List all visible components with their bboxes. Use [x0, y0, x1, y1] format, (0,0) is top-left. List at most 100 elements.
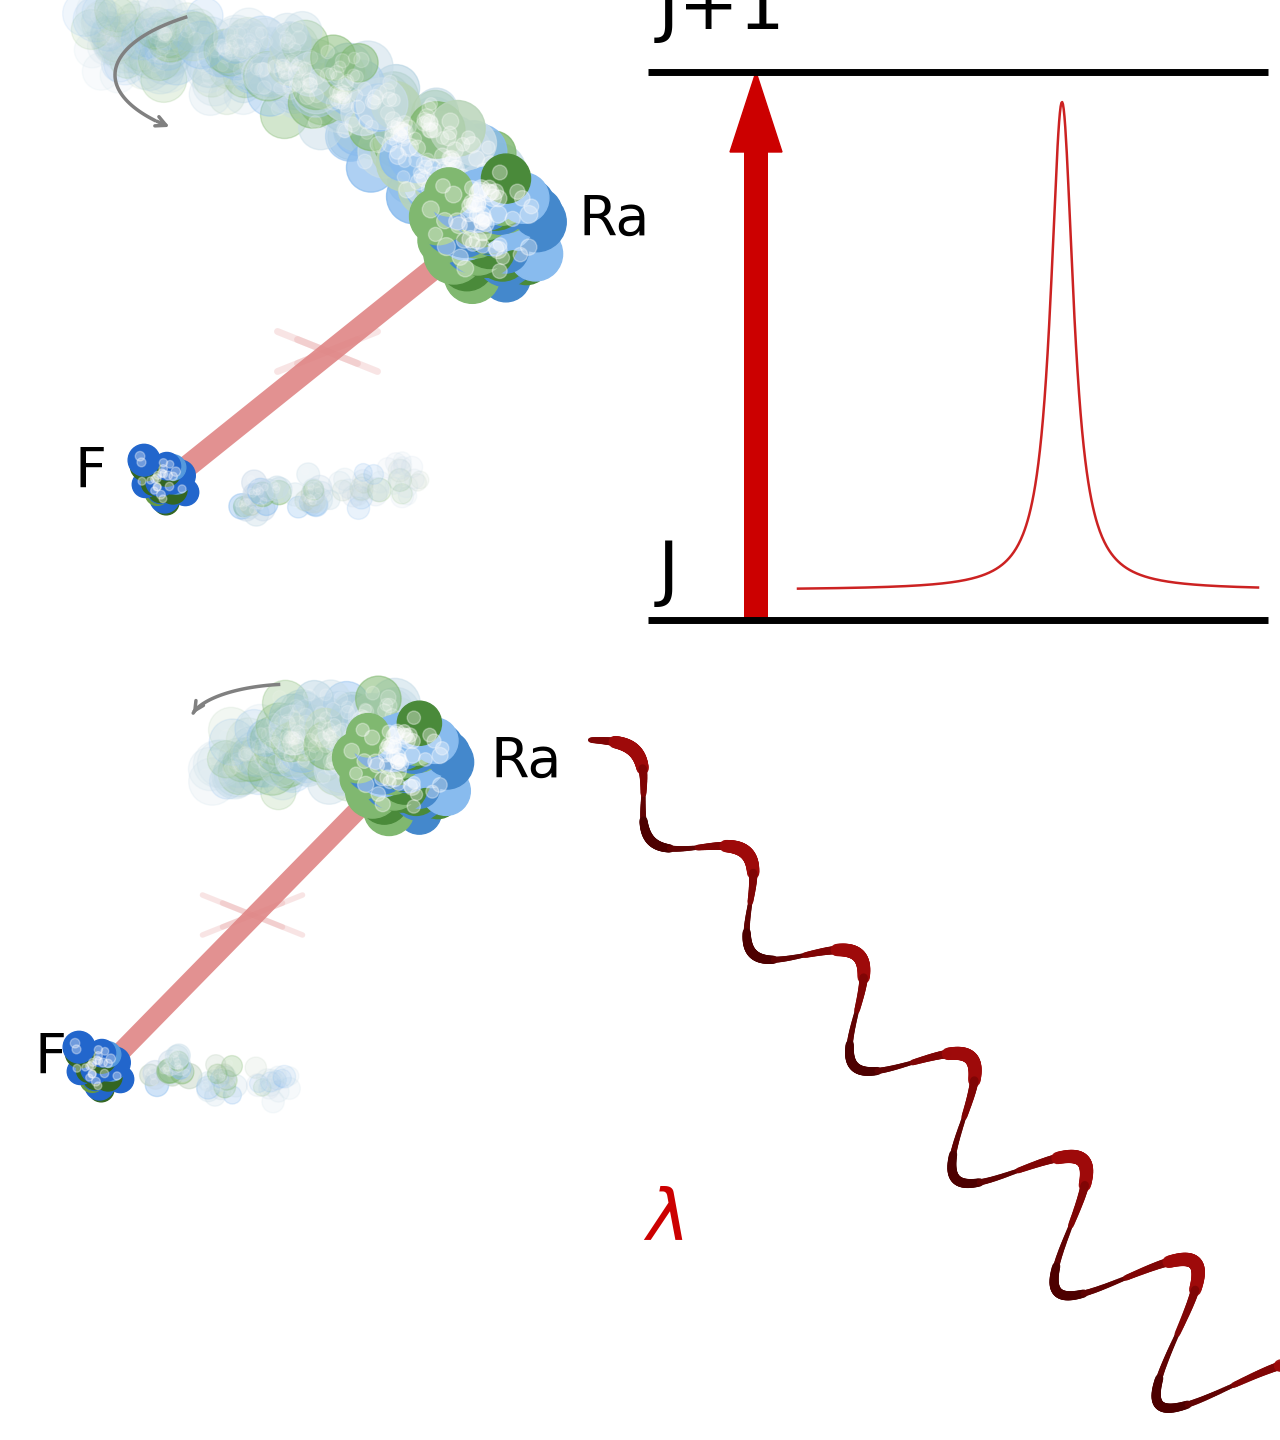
Circle shape	[122, 19, 163, 60]
Circle shape	[383, 746, 431, 793]
Circle shape	[326, 727, 340, 740]
Circle shape	[285, 743, 297, 755]
Circle shape	[387, 114, 434, 160]
Circle shape	[344, 727, 385, 768]
Circle shape	[463, 203, 513, 253]
Circle shape	[357, 474, 364, 481]
Circle shape	[356, 743, 408, 793]
Circle shape	[84, 1071, 114, 1100]
Circle shape	[398, 724, 411, 737]
Circle shape	[476, 229, 529, 281]
Circle shape	[282, 759, 293, 769]
Circle shape	[87, 1061, 96, 1070]
Circle shape	[524, 199, 539, 213]
Circle shape	[515, 190, 530, 206]
Circle shape	[340, 89, 387, 135]
Circle shape	[252, 746, 265, 759]
Circle shape	[390, 756, 404, 769]
Circle shape	[449, 160, 465, 176]
Circle shape	[289, 700, 302, 713]
Circle shape	[353, 719, 403, 769]
Circle shape	[209, 750, 223, 765]
Circle shape	[385, 747, 430, 792]
Circle shape	[303, 50, 317, 65]
Circle shape	[252, 750, 266, 765]
Circle shape	[338, 60, 379, 101]
Circle shape	[91, 16, 125, 52]
Circle shape	[342, 736, 355, 749]
Circle shape	[140, 1064, 161, 1086]
Circle shape	[252, 1079, 259, 1086]
Circle shape	[383, 75, 397, 89]
Circle shape	[180, 23, 195, 37]
Circle shape	[93, 1051, 102, 1060]
Circle shape	[160, 30, 170, 40]
Circle shape	[477, 177, 534, 233]
Circle shape	[239, 59, 252, 73]
Circle shape	[256, 703, 302, 749]
Circle shape	[456, 217, 516, 278]
Circle shape	[214, 32, 262, 79]
Circle shape	[239, 749, 251, 760]
Circle shape	[276, 50, 314, 88]
Circle shape	[270, 22, 311, 63]
Circle shape	[319, 708, 362, 752]
Circle shape	[262, 680, 308, 726]
Circle shape	[415, 154, 470, 210]
Circle shape	[212, 1068, 236, 1092]
Circle shape	[259, 1079, 279, 1099]
Circle shape	[220, 730, 233, 743]
Circle shape	[265, 706, 308, 750]
Circle shape	[250, 27, 264, 40]
Circle shape	[513, 189, 562, 238]
Circle shape	[204, 1070, 227, 1093]
Circle shape	[297, 756, 308, 768]
Circle shape	[388, 459, 411, 482]
Circle shape	[358, 115, 372, 128]
Circle shape	[269, 782, 279, 793]
Circle shape	[358, 124, 412, 179]
Circle shape	[298, 62, 311, 75]
Circle shape	[442, 163, 457, 179]
Circle shape	[289, 716, 303, 730]
Circle shape	[319, 730, 367, 779]
Circle shape	[218, 26, 255, 63]
Circle shape	[388, 716, 431, 757]
Circle shape	[333, 101, 384, 151]
Circle shape	[173, 1060, 193, 1081]
Circle shape	[381, 737, 394, 752]
Circle shape	[503, 179, 554, 230]
Circle shape	[493, 166, 507, 180]
Circle shape	[325, 494, 330, 500]
Circle shape	[283, 82, 294, 94]
Circle shape	[381, 108, 425, 151]
Circle shape	[283, 691, 324, 732]
Circle shape	[349, 694, 390, 736]
Circle shape	[344, 724, 385, 765]
Circle shape	[291, 726, 305, 739]
Circle shape	[387, 121, 401, 134]
Circle shape	[215, 1073, 220, 1079]
Circle shape	[152, 474, 161, 482]
Circle shape	[157, 26, 170, 40]
Circle shape	[306, 500, 312, 505]
Circle shape	[285, 55, 298, 68]
Circle shape	[204, 29, 247, 73]
Circle shape	[394, 733, 410, 749]
Circle shape	[148, 478, 173, 503]
Circle shape	[470, 143, 526, 200]
Circle shape	[419, 217, 465, 264]
Circle shape	[335, 53, 349, 68]
Circle shape	[138, 58, 151, 71]
Circle shape	[349, 768, 362, 780]
Circle shape	[388, 469, 411, 491]
Circle shape	[73, 0, 118, 42]
Circle shape	[415, 88, 457, 130]
Circle shape	[291, 733, 302, 744]
Circle shape	[116, 24, 131, 37]
Circle shape	[291, 66, 342, 117]
Circle shape	[324, 732, 369, 776]
Circle shape	[356, 762, 371, 778]
Circle shape	[174, 1060, 180, 1066]
Circle shape	[352, 704, 403, 755]
